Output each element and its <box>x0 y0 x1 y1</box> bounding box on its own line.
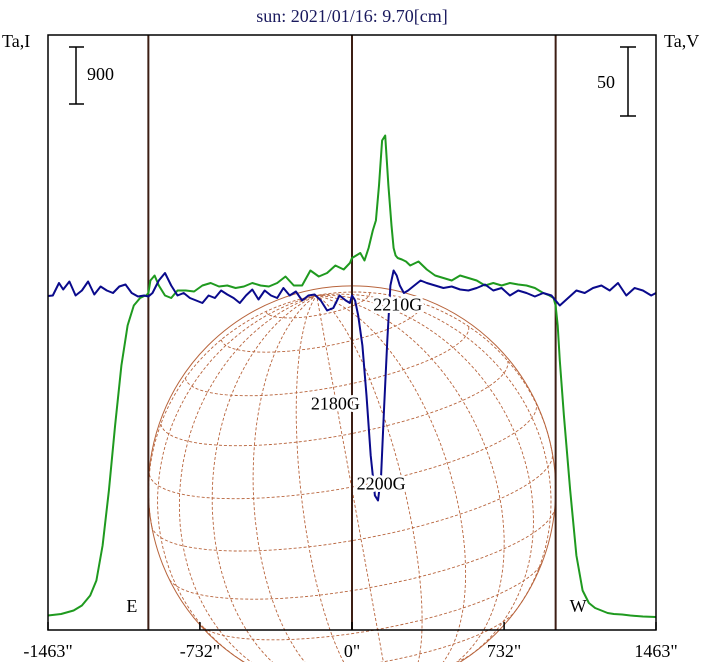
x-tick-label: 0" <box>344 641 360 661</box>
right-axis-label: Ta,V <box>664 31 699 51</box>
left-axis-label: Ta,I <box>2 31 30 51</box>
longitude-line <box>316 294 505 662</box>
longitude-line <box>211 294 317 662</box>
right-scale-value: 50 <box>597 72 615 92</box>
longitude-line <box>157 294 317 662</box>
limb-marker-label: E <box>126 596 137 616</box>
longitude-line <box>316 295 384 662</box>
series-line-ta-i <box>47 134 657 618</box>
latitude-line <box>184 326 470 397</box>
series-line-ta-v <box>47 269 657 502</box>
x-axis-ticks: -1463" -732" 0" 732" 1463" <box>23 622 678 661</box>
longitude-line <box>295 295 345 662</box>
x-tick-label: 732" <box>487 641 521 661</box>
longitude-line <box>316 295 423 662</box>
solar-disk-grid <box>147 285 557 662</box>
right-scale-bar: 50 <box>597 46 636 117</box>
annotation-label: 2180G <box>311 394 360 414</box>
annotation-halo: 2210G <box>373 295 422 315</box>
limb-marker-label: W <box>570 596 587 616</box>
x-tick-label: 1463" <box>634 641 677 661</box>
longitude-line <box>178 294 317 662</box>
annotation-halo: 2180G <box>311 394 360 414</box>
x-tick-label: -732" <box>180 641 220 661</box>
left-scale-bar: 900 <box>69 46 114 105</box>
latitude-line <box>169 509 555 600</box>
chart-title: sun: 2021/01/16: 9.70[cm] <box>256 6 448 26</box>
longitude-line <box>316 294 467 662</box>
longitude-line <box>316 293 552 612</box>
longitude-line <box>252 295 317 662</box>
x-tick-label: -1463" <box>23 641 72 661</box>
annotation-label: 2210G <box>373 295 422 315</box>
left-scale-value: 900 <box>87 64 114 84</box>
annotation-label: 2200G <box>357 474 406 494</box>
longitude-line <box>316 291 553 454</box>
data-curves <box>47 134 657 618</box>
longitude-line <box>316 294 534 655</box>
annotation-halo: 2200G <box>357 474 406 494</box>
